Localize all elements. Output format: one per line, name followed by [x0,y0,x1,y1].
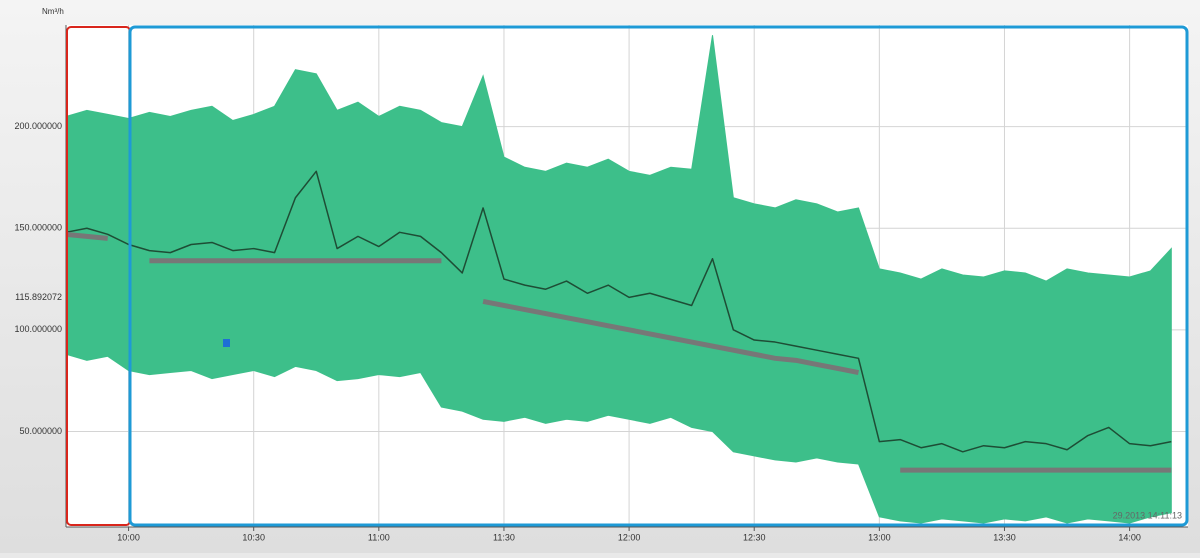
x-tick-label: 14:00 [1118,532,1141,542]
y-tick-label: 150.000000 [14,223,62,233]
x-tick-label: 12:30 [743,532,766,542]
x-tick-label: 10:30 [242,532,265,542]
highlight-box-blue [128,25,1189,527]
line [65,231,1172,473]
line [65,170,1172,453]
reference-label: 115.892072 [15,292,62,302]
y-unit: Nm³/h [42,7,64,16]
marks [65,35,1172,524]
band [65,35,1172,524]
y-tick-label: 200.000000 [14,121,62,131]
labels: 50.000000 100.000000 150.000000 200.000000 1… [14,121,1140,542]
x-tick-label: 10:00 [117,532,140,542]
marker [223,339,230,347]
x-tick-label: 13:30 [993,532,1016,542]
y-tick-label: 100.000000 [14,324,62,334]
x-tick-label: 11:30 [493,532,515,542]
x-tick-label: 11:00 [368,532,390,542]
timestamp: 29.2013 14:11:13 [1113,510,1182,520]
x-tick-label: 12:00 [618,532,641,542]
y-tick-label: 50.000000 [19,426,62,436]
x-tick-label: 13:00 [868,532,891,542]
